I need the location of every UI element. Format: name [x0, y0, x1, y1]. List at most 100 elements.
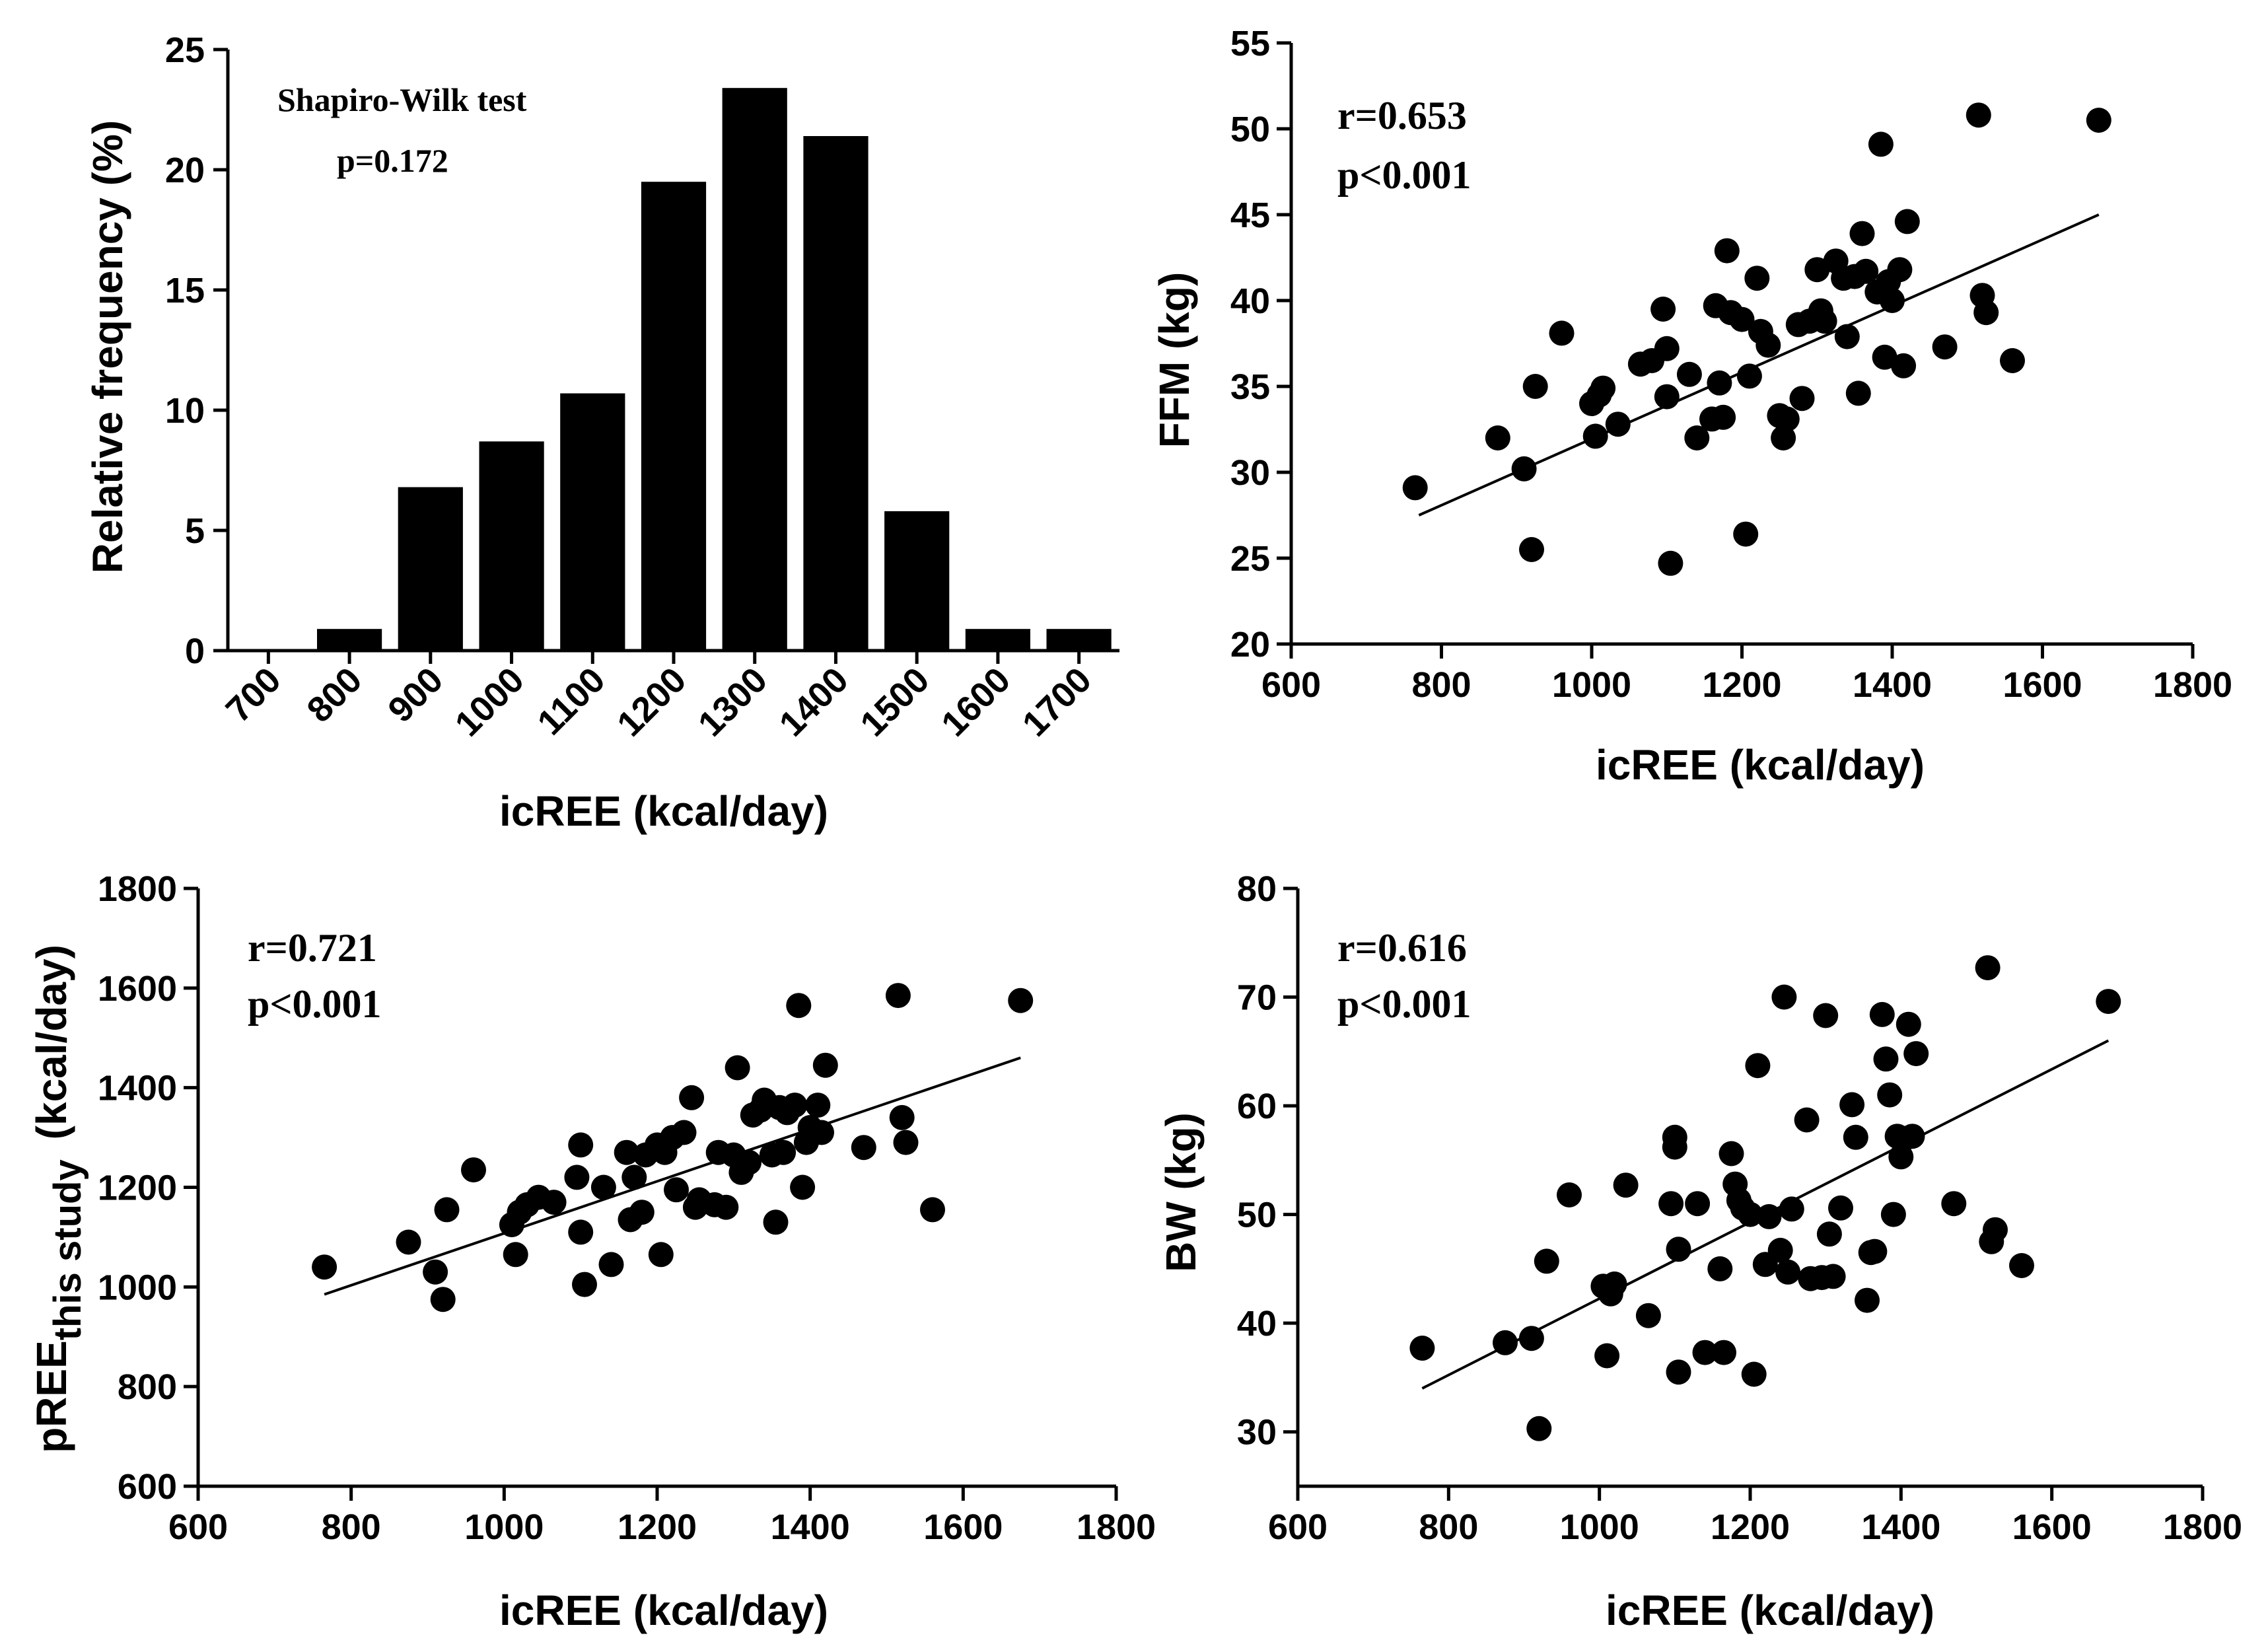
pree-data-point: [889, 1104, 915, 1130]
pree-data-point: [725, 1055, 750, 1081]
bw-data-point: [1794, 1107, 1820, 1133]
bw-data-point: [1896, 1011, 1921, 1037]
ffm-y-tick-label: 50: [1230, 110, 1270, 149]
pree-y-axis-title-subscript: this study: [46, 1159, 89, 1340]
ffm-data-point: [1658, 550, 1683, 576]
bw-data-point: [1983, 1217, 2008, 1242]
pree-data-point: [713, 1194, 739, 1220]
histogram-bar-1500: [884, 511, 950, 651]
bw-data-point: [1658, 1191, 1684, 1217]
pree-y-tick-label: 1400: [98, 1069, 177, 1108]
histogram-bar-1200: [641, 182, 707, 651]
bw-data-point: [1685, 1191, 1711, 1217]
pree-y-tick-label: 1600: [98, 969, 177, 1009]
bw-data-point: [1869, 1001, 1895, 1027]
pree-data-point: [541, 1190, 567, 1215]
bw-x-tick-label: 600: [1268, 1507, 1328, 1547]
pree-x-tick-label: 1200: [618, 1507, 697, 1547]
histogram-bar-1000: [479, 441, 544, 651]
bw-data-point: [1839, 1092, 1865, 1118]
pree-data-point: [503, 1242, 528, 1268]
ffm-y-tick-label: 55: [1230, 24, 1270, 63]
ffm-data-point: [1789, 386, 1815, 412]
pree-data-point: [679, 1085, 705, 1110]
bw-data-point: [1813, 1003, 1839, 1028]
ffm-data-point: [1485, 425, 1510, 450]
bw-data-point: [1843, 1124, 1868, 1150]
bw-y-tick-label: 30: [1237, 1413, 1277, 1453]
ffm-x-tick-label: 1600: [2002, 665, 2082, 705]
ffm-data-point: [1755, 332, 1781, 358]
bw-data-point: [1862, 1239, 1888, 1264]
bw-data-point: [1899, 1124, 1925, 1149]
pree-data-point: [920, 1197, 945, 1223]
ffm-p-value: p<0.001: [1337, 153, 1471, 197]
bw-x-tick-label: 800: [1419, 1507, 1478, 1547]
ffm-data-point: [1834, 324, 1860, 349]
shapiro-wilk-p-value: p=0.172: [337, 142, 448, 179]
bw-p-value: p<0.001: [1337, 982, 1471, 1026]
ffm-y-tick-label: 30: [1230, 453, 1270, 493]
bw-data-point: [1526, 1416, 1552, 1441]
bw-data-point: [1820, 1264, 1846, 1289]
ffm-data-point: [1744, 266, 1770, 291]
bw-data-point: [1877, 1082, 1903, 1108]
ffm-data-point: [1605, 412, 1631, 437]
bw-data-point: [1666, 1359, 1691, 1385]
bw-data-point: [1779, 1196, 1804, 1222]
ffm-y-tick-label: 40: [1230, 281, 1270, 321]
bw-y-tick-label: 50: [1237, 1196, 1277, 1235]
histogram-y-axis-title: Relative frequency (%): [84, 120, 131, 573]
bw-data-point: [1409, 1336, 1435, 1361]
histogram-bar-1300: [722, 88, 787, 651]
pree-data-point: [312, 1254, 337, 1280]
pree-data-point: [598, 1252, 624, 1277]
bw-data-point: [1903, 1041, 1929, 1067]
pree-data-point: [648, 1242, 674, 1268]
ffm-data-point: [2086, 108, 2111, 133]
bw-x-tick-label: 1200: [1711, 1507, 1790, 1547]
ffm-data-point: [1519, 537, 1544, 562]
pree-p-value: p<0.001: [248, 982, 382, 1026]
pree-data-point: [786, 993, 812, 1019]
bw-data-point: [1873, 1046, 1899, 1072]
bw-y-axis-title: BW (kg): [1157, 1112, 1205, 1272]
pree-y-tick-label: 1000: [98, 1268, 177, 1307]
ffm-scatter-panel: r=0.653 p<0.001 FFM (kg) icREE (kcal/day…: [1151, 24, 2232, 789]
ffm-x-tick-label: 1800: [2153, 665, 2232, 705]
ffm-data-point: [1812, 308, 1837, 334]
ffm-data-point: [1511, 456, 1537, 482]
ffm-data-point: [1590, 375, 1616, 401]
pree-y-axis-title: pREEthis study (kcal/day): [28, 945, 89, 1453]
ffm-data-point: [1684, 425, 1710, 450]
ffm-x-axis-title: icREE (kcal/day): [1596, 741, 1925, 789]
ffm-data-point: [1774, 406, 1800, 432]
ffm-data-point: [1711, 404, 1736, 430]
ffm-data-point: [1733, 521, 1759, 547]
histogram-bar-1600: [965, 629, 1030, 651]
histogram-bar-800: [317, 629, 382, 651]
bw-x-tick-label: 1000: [1560, 1507, 1639, 1547]
ffm-data-point: [1714, 238, 1740, 264]
histogram-y-tick-label: 20: [165, 151, 205, 190]
ffm-data-point: [1654, 336, 1680, 361]
ffm-x-tick-label: 1000: [1552, 665, 1631, 705]
bw-data-point: [1692, 1340, 1718, 1365]
bw-scatter-panel: r=0.616 p<0.001 BW (kg) icREE (kcal/day)…: [1157, 869, 2242, 1634]
ffm-data-point: [1654, 384, 1680, 410]
histogram-bar-900: [398, 487, 463, 651]
pree-data-point: [568, 1219, 594, 1245]
bw-data-point: [1707, 1256, 1733, 1281]
bw-y-tick-label: 70: [1237, 978, 1277, 1018]
ffm-data-point: [1804, 257, 1830, 283]
pree-y-axis-title-unit: (kcal/day): [28, 945, 75, 1139]
ffm-data-point: [1582, 423, 1608, 449]
ffm-data-point: [1707, 370, 1732, 396]
pree-y-tick-label: 600: [118, 1467, 177, 1507]
ffm-y-tick-label: 45: [1230, 196, 1270, 235]
pree-data-point: [664, 1177, 689, 1203]
ffm-data-point: [1849, 221, 1875, 246]
bw-data-point: [1594, 1343, 1620, 1369]
bw-data-point: [1756, 1203, 1782, 1229]
